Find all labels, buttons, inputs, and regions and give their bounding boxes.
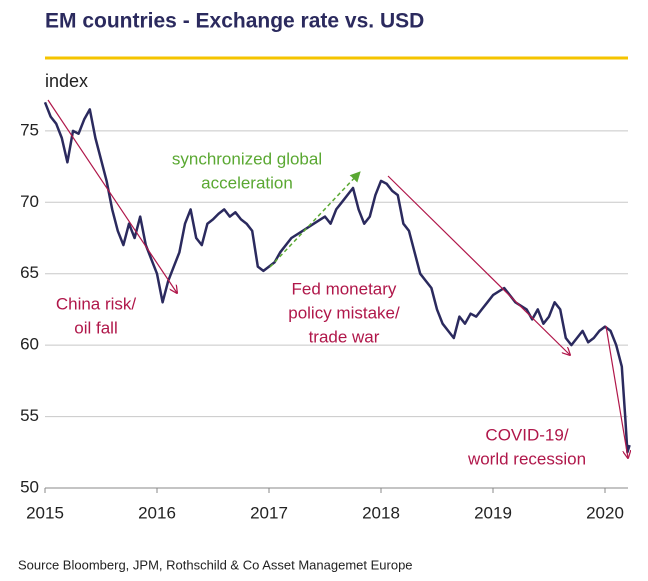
y-tick-label: 60 [20, 335, 39, 354]
arrow [387, 175, 570, 355]
y-axis-label: index [45, 71, 88, 91]
line-series [43, 101, 631, 454]
x-tick-label: 2019 [474, 503, 512, 522]
x-tick-label: 2017 [250, 503, 288, 522]
annotation: synchronized global [172, 149, 322, 168]
x-tick-label: 2016 [138, 503, 176, 522]
y-tick-label: 75 [20, 120, 39, 139]
annotation: policy mistake/ [288, 303, 400, 322]
annotation: acceleration [201, 173, 293, 192]
y-tick-label: 50 [20, 477, 39, 496]
y-tick-label: 70 [20, 192, 39, 211]
y-tick-label: 55 [20, 406, 39, 425]
x-tick-label: 2015 [26, 503, 64, 522]
annotation: world recession [467, 449, 586, 468]
annotation: COVID-19/ [485, 425, 568, 444]
annotation: trade war [309, 327, 380, 346]
annotation: China risk/ [56, 294, 137, 313]
x-tick-label: 2018 [362, 503, 400, 522]
annotation: oil fall [74, 318, 117, 337]
arrow [605, 325, 628, 458]
chart-title: EM countries - Exchange rate vs. USD [45, 10, 424, 33]
arrow [47, 99, 177, 293]
annotation: Fed monetary [292, 279, 397, 298]
source: Source Bloomberg, JPM, Rothschild & Co A… [18, 557, 413, 572]
arrow [269, 171, 361, 268]
y-tick-label: 65 [20, 263, 39, 282]
x-tick-label: 2020 [586, 503, 624, 522]
